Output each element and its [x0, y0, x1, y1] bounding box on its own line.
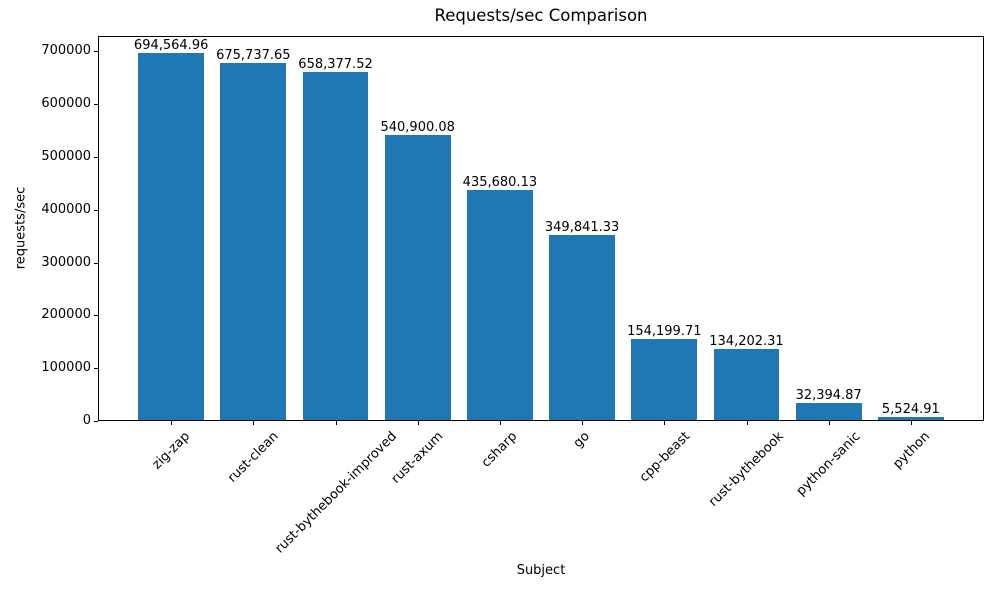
y-tick: [94, 104, 98, 105]
x-tick: [910, 421, 912, 425]
x-tick: [253, 421, 255, 425]
bar-rust-bythebook: [713, 349, 780, 420]
x-tick: [664, 421, 666, 425]
bar-value-label: 154,199.71: [627, 323, 702, 339]
x-tick-label: rust-clean: [225, 429, 282, 486]
x-tick: [746, 421, 748, 425]
x-tick-label: csharp: [478, 429, 521, 471]
y-tick-label: 100000: [41, 360, 91, 375]
x-tick-label: zig-zap: [149, 429, 194, 473]
x-axis-label: Subject: [516, 563, 566, 578]
bar-csharp: [467, 190, 533, 420]
bar-value-label: 32,394.87: [795, 387, 862, 403]
bar-go: [549, 235, 616, 420]
x-tick-label: cpp-beast: [636, 429, 693, 486]
x-tick-label: python: [889, 429, 933, 472]
bar-value-label: 349,841.33: [544, 220, 620, 236]
x-tick: [499, 421, 501, 425]
bar-rust-bythebook-improved: [302, 72, 369, 420]
bar-value-label: 694,564.96: [133, 38, 209, 54]
x-tick: [828, 421, 830, 425]
y-tick-label: 0: [82, 413, 91, 428]
bar-value-label: 134,202.31: [709, 334, 784, 350]
x-tick: [417, 421, 419, 425]
y-tick: [94, 210, 98, 211]
bar-value-label: 658,377.52: [298, 57, 373, 73]
x-tick: [582, 421, 584, 425]
bar-value-label: 435,680.13: [462, 175, 538, 190]
y-axis-label: requests/sec: [13, 186, 29, 270]
bar-python: [877, 417, 944, 420]
chart-title: Requests/sec Comparison: [434, 6, 648, 25]
bar-value-label: 675,737.65: [216, 48, 291, 64]
bar-python-sanic: [795, 402, 862, 420]
bar-value-label: 5,524.91: [881, 402, 940, 418]
y-tick: [94, 421, 98, 422]
y-tick-label: 600000: [41, 96, 91, 111]
y-tick: [94, 368, 98, 369]
bar-cpp-beast: [631, 338, 698, 420]
y-tick: [94, 157, 98, 158]
bar-rust-clean: [220, 63, 287, 420]
bar-value-label: 540,900.08: [380, 119, 455, 135]
y-tick-label: 300000: [41, 255, 91, 270]
plot-area: [98, 36, 984, 421]
bar-zig-zap: [138, 53, 205, 420]
y-tick-label: 400000: [41, 202, 91, 217]
y-tick-label: 700000: [41, 43, 91, 58]
x-tick: [335, 421, 337, 425]
y-tick-label: 500000: [41, 149, 91, 164]
x-tick-label: rust-bythebook: [706, 429, 787, 510]
y-tick: [94, 315, 98, 316]
y-tick: [94, 51, 98, 52]
x-tick: [171, 421, 173, 425]
x-tick-label: go: [571, 429, 594, 452]
y-tick-label: 200000: [41, 307, 91, 322]
x-tick-label: rust-bythebook-improved: [272, 429, 400, 557]
x-tick-label: python-sanic: [793, 429, 864, 499]
bar-rust-axum: [384, 134, 451, 420]
y-tick: [94, 263, 98, 264]
